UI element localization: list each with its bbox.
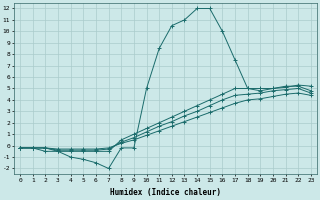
X-axis label: Humidex (Indice chaleur): Humidex (Indice chaleur): [110, 188, 221, 197]
